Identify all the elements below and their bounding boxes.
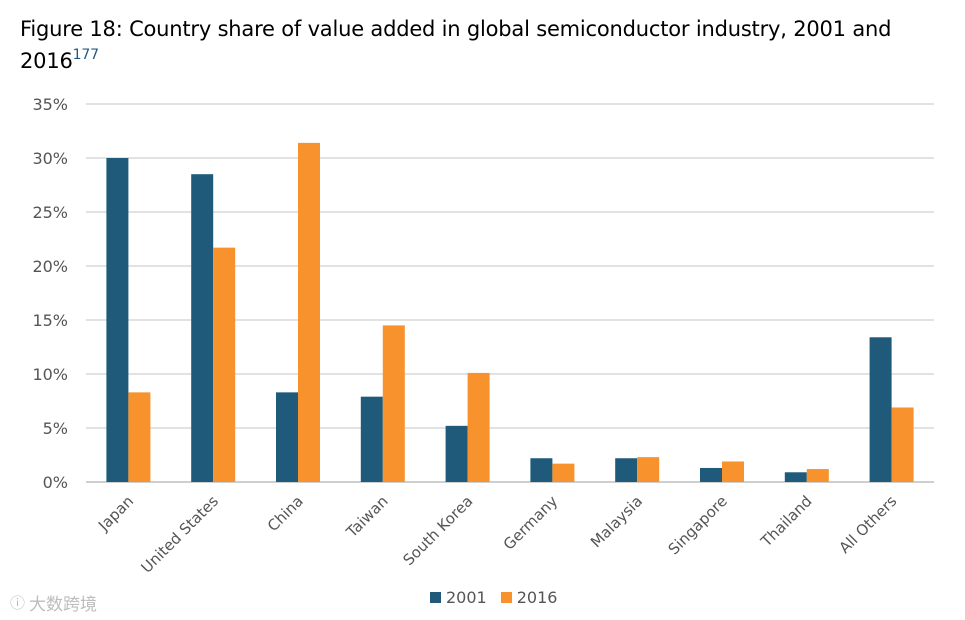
title-footnote: 177 — [72, 47, 99, 63]
bar-2001-thailand — [784, 472, 807, 482]
watermark: ⓘ 大数跨境 — [10, 590, 97, 615]
x-tick-label: South Korea — [399, 492, 476, 569]
bar-2016-united-states — [213, 247, 236, 482]
y-tick-label: 15% — [32, 311, 68, 330]
bar-2001-all-others — [869, 337, 892, 482]
legend-swatch-2016 — [500, 592, 512, 603]
chart-title: Figure 18: Country share of value added … — [20, 16, 950, 74]
y-tick-label: 5% — [43, 419, 68, 438]
bar-2001-germany — [530, 458, 553, 482]
bar-2016-south-korea — [467, 372, 490, 482]
bar-2016-all-others — [891, 407, 914, 482]
x-tick-label: Malaysia — [587, 492, 646, 551]
legend-swatch-2001 — [430, 592, 441, 603]
x-tick-label: United States — [137, 492, 222, 577]
bar-2016-germany — [552, 463, 575, 482]
y-tick-label: 10% — [32, 365, 68, 384]
y-tick-label: 0% — [43, 473, 68, 492]
y-tick-label: 35% — [32, 95, 68, 114]
bar-2016-malaysia — [637, 457, 660, 482]
x-tick-label: Singapore — [665, 492, 731, 558]
legend-item-2016: 2016 — [500, 588, 558, 607]
bar-2016-japan — [128, 392, 151, 482]
bar-2016-singapore — [722, 461, 744, 482]
bar-2001-united-states — [191, 174, 214, 482]
legend-label-2016: 2016 — [516, 588, 558, 607]
bar-2001-taiwan — [360, 396, 383, 482]
bar-2001-singapore — [700, 467, 722, 482]
watermark-text: 大数跨境 — [29, 595, 98, 615]
x-tick-label: All Others — [836, 492, 901, 557]
bar-2001-south-korea — [445, 425, 468, 482]
legend-label-2001: 2001 — [446, 588, 487, 607]
x-tick-label: Taiwan — [342, 492, 392, 542]
bar-2001-malaysia — [615, 458, 638, 482]
bar-2001-japan — [106, 158, 129, 482]
x-tick-label: China — [264, 492, 307, 535]
legend: 2001 2016 — [430, 588, 571, 607]
bar-2016-thailand — [806, 469, 829, 482]
legend-item-2001: 2001 — [430, 588, 487, 607]
bar-2001-china — [276, 392, 298, 482]
x-tick-label: Germany — [500, 492, 562, 554]
y-tick-label: 30% — [32, 149, 68, 168]
bar-2016-taiwan — [382, 325, 405, 482]
x-tick-label: Japan — [94, 492, 137, 535]
y-tick-label: 20% — [32, 257, 68, 276]
x-tick-label: Thailand — [757, 492, 816, 551]
chart-title-text: Figure 18: Country share of value added … — [20, 17, 892, 73]
wechat-like-icon: ⓘ — [10, 594, 26, 612]
y-tick-label: 25% — [32, 203, 68, 222]
bar-2016-china — [298, 142, 320, 482]
